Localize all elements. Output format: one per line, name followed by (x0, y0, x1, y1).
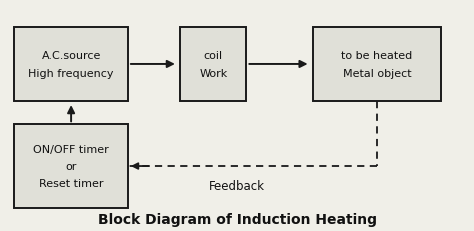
Text: A.C.source: A.C.source (41, 51, 101, 61)
FancyBboxPatch shape (180, 28, 246, 102)
Text: Block Diagram of Induction Heating: Block Diagram of Induction Heating (98, 213, 376, 226)
FancyBboxPatch shape (14, 125, 128, 208)
Text: to be heated: to be heated (341, 51, 412, 61)
Text: Metal object: Metal object (343, 68, 411, 78)
Text: High frequency: High frequency (28, 68, 114, 78)
Text: Work: Work (199, 68, 228, 78)
Text: coil: coil (204, 51, 223, 61)
Text: or: or (65, 161, 77, 171)
Text: Feedback: Feedback (209, 179, 265, 192)
Text: Reset timer: Reset timer (39, 179, 103, 189)
FancyBboxPatch shape (14, 28, 128, 102)
FancyBboxPatch shape (313, 28, 441, 102)
Text: ON/OFF timer: ON/OFF timer (33, 144, 109, 154)
